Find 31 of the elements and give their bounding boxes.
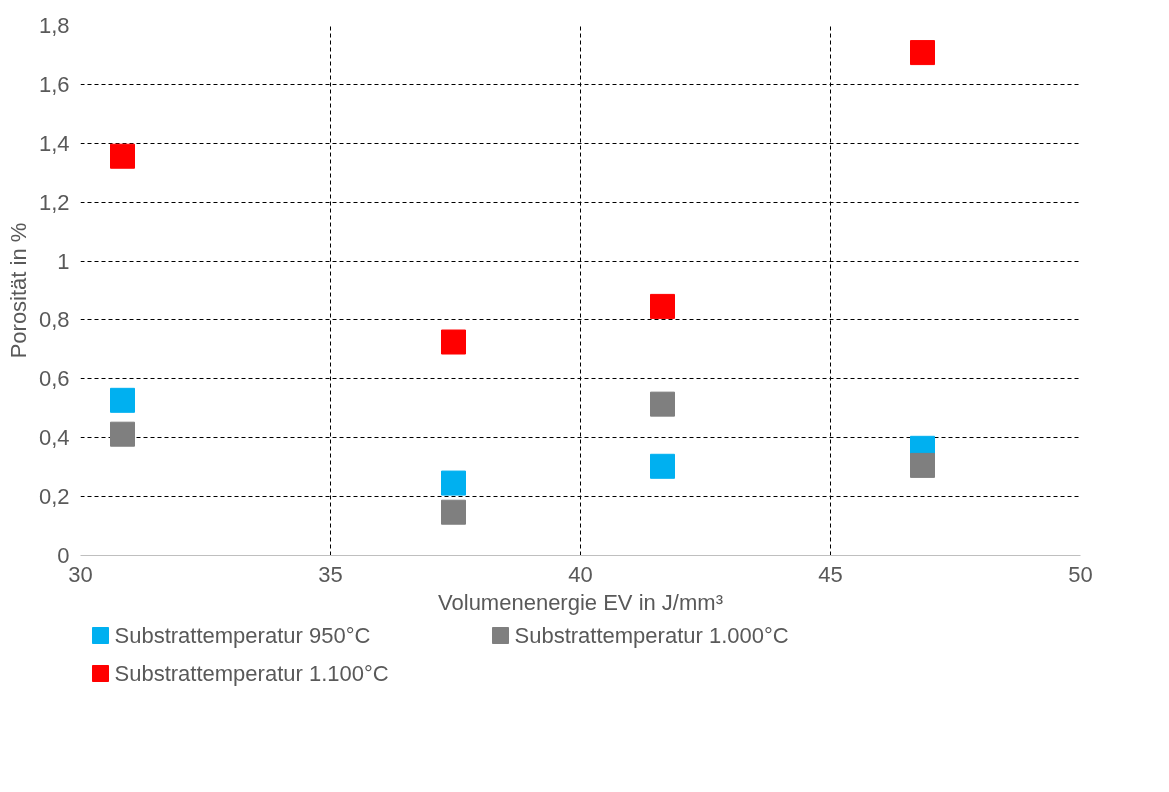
point [441,329,466,355]
legend-label: Substrattemperatur 950°C [114,623,371,648]
y-tick-label: 1,4 [38,130,70,156]
y-tick-label: 0,6 [38,366,70,392]
x-axis-title: Volumenenergie EV in J/mm³ [438,589,723,615]
y-tick-label: 1 [57,248,70,274]
point [650,453,675,479]
y-tick-label: 0 [57,543,70,568]
legend-label: Substrattemperatur 1.000°C [514,623,789,648]
y-axis-title: Porosität in % [5,222,31,359]
x-tick-label: 50 [1068,561,1093,587]
point [110,387,135,413]
y-tick-label: 1,2 [38,189,70,215]
x-tick-label: 45 [818,561,843,587]
y-tick-label: 0,8 [38,307,70,333]
point [650,391,675,417]
point [650,293,675,319]
point [441,470,466,496]
y-tick-label: 1,6 [38,71,70,97]
y-tick-label: 0,4 [38,425,70,451]
x-tick-label: 40 [568,561,593,587]
y-tick-label: 1,8 [38,13,70,38]
x-tick-label: 35 [318,561,343,587]
point [441,499,466,525]
x-tick-label: 30 [68,561,93,587]
point [110,421,135,447]
y-tick-label: 0,2 [38,484,70,510]
legend-label: Substrattemperatur 1.100°C [114,661,389,686]
point [910,40,935,66]
point [910,452,935,478]
point [110,143,135,169]
